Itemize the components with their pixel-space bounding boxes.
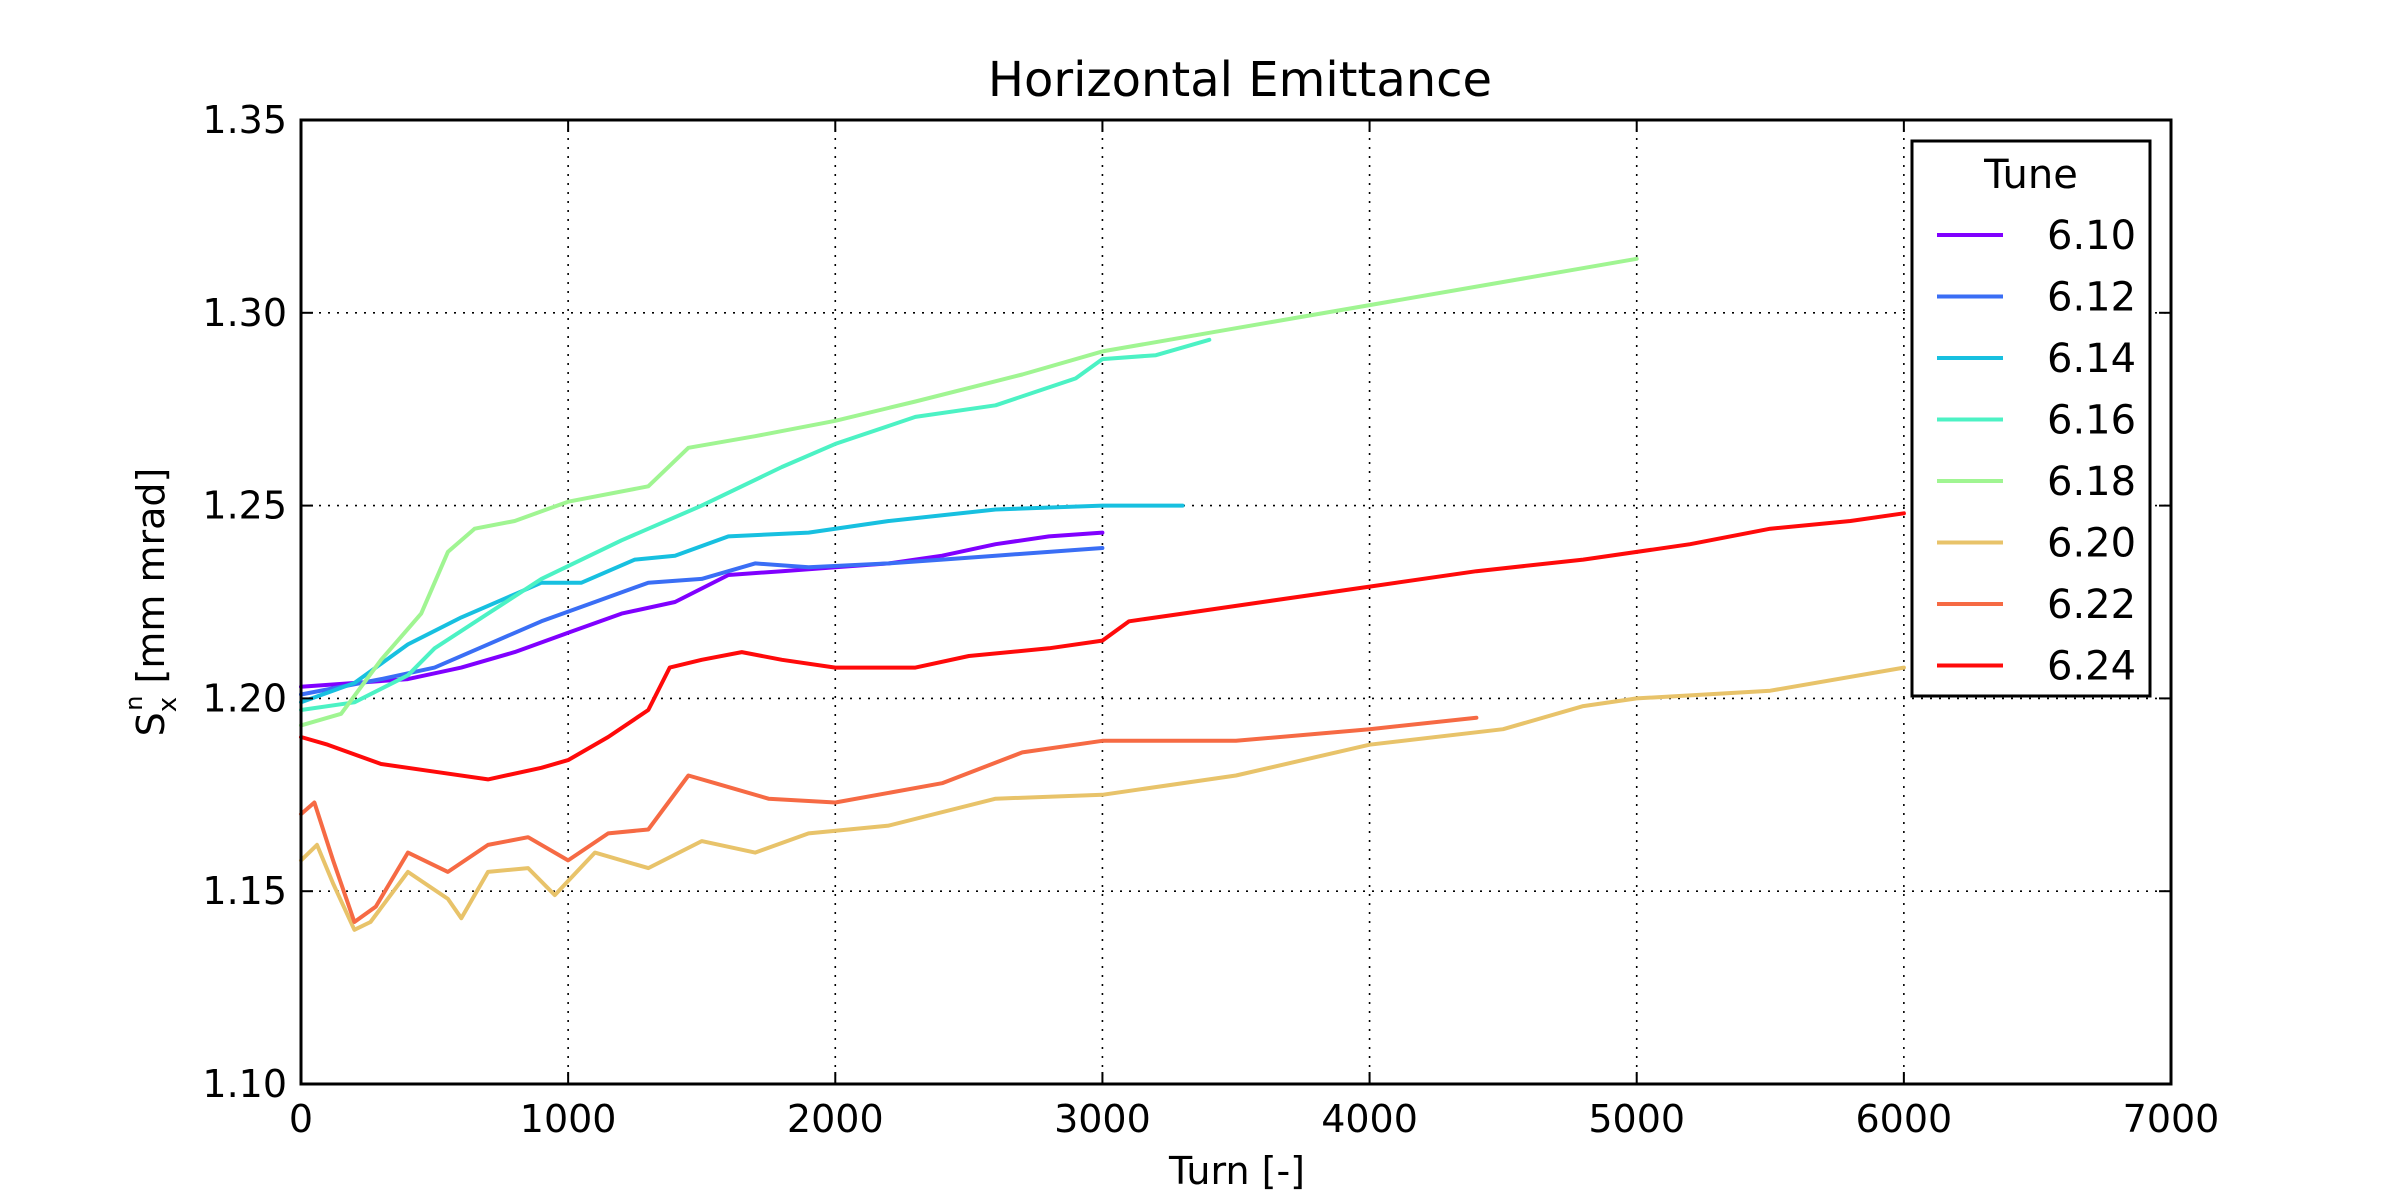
x-tick-label: 2000: [787, 1097, 884, 1141]
y-tick-label: 1.15: [202, 869, 287, 913]
y-axis-label-main: S: [129, 712, 173, 736]
x-axis-label: Turn [-]: [1168, 1149, 1305, 1193]
legend-label-6.20: 6.20: [2047, 521, 2136, 567]
series-line-6.24: [299, 511, 1906, 782]
y-axis-label: Sxn [mm mrad]: [120, 468, 183, 737]
series-line-6.10: [299, 530, 1105, 689]
x-tick-label: 6000: [1855, 1097, 1952, 1141]
y-tick-label: 1.20: [202, 676, 287, 720]
legend-label-6.16: 6.16: [2047, 398, 2136, 444]
series-line-6.20: [299, 665, 1906, 932]
x-tick-label: 1000: [520, 1097, 617, 1141]
plot-frame: [299, 118, 2173, 1086]
series-lines: [299, 256, 1906, 932]
legend-label-6.22: 6.22: [2047, 582, 2136, 628]
y-axis-label-rest: [mm mrad]: [129, 468, 173, 696]
legend-label-6.18: 6.18: [2047, 459, 2136, 505]
chart-title: Horizontal Emittance: [988, 52, 1492, 108]
y-tick-label: 1.35: [202, 98, 287, 142]
y-tick-label: 1.30: [202, 291, 287, 335]
x-tick-label: 0: [289, 1097, 313, 1141]
legend-label-6.24: 6.24: [2047, 644, 2136, 690]
y-axis-label-sub: x: [153, 697, 183, 712]
series-line-6.14: [299, 503, 1185, 705]
legend-label-6.14: 6.14: [2047, 336, 2136, 382]
series-line-6.16: [299, 337, 1212, 712]
x-tick-label: 7000: [2123, 1097, 2220, 1141]
grid-lines: [301, 120, 2171, 1084]
y-tick-label: 1.25: [202, 484, 287, 528]
x-tick-label: 3000: [1054, 1097, 1151, 1141]
x-tick-label: 5000: [1588, 1097, 1685, 1141]
series-line-6.18: [299, 256, 1639, 728]
y-axis-label-sup: n: [120, 696, 148, 711]
axis-ticks: 0 1000 2000 3000 4000 5000 6000 7000 1.10 1.15 1.2…: [202, 98, 2219, 1141]
legend-title: Tune: [1983, 152, 2078, 198]
series-line-6.12: [299, 546, 1105, 697]
y-tick-label: 1.10: [202, 1062, 287, 1106]
series-line-6.22: [299, 715, 1479, 924]
legend: Tune 6.10 6.12 6.14 6.16 6.18 6.20 6.22 6.24: [1910, 139, 2152, 698]
x-tick-label: 4000: [1321, 1097, 1418, 1141]
legend-label-6.12: 6.12: [2047, 275, 2136, 321]
legend-label-6.10: 6.10: [2047, 213, 2136, 259]
